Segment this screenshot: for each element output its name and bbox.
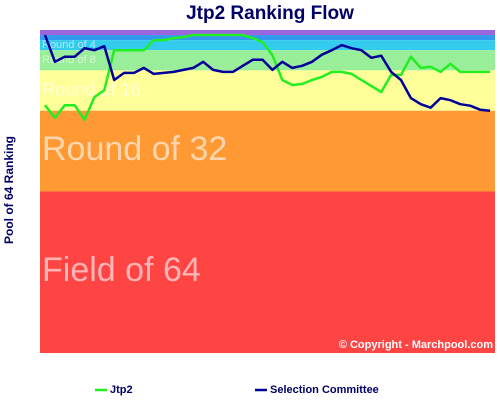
legend: Jtp2 Selection Committee	[95, 384, 379, 396]
series-line	[44, 33, 490, 122]
band-label: Round of 4	[42, 39, 96, 51]
legend-label: Selection Committee	[270, 384, 379, 396]
band	[40, 110, 495, 192]
band	[40, 30, 495, 36]
band-label: Round of 16	[42, 79, 141, 99]
series-line	[43, 34, 491, 113]
y-axis-label: Pool of 64 Ranking	[2, 136, 16, 244]
band	[40, 191, 495, 353]
copyright: © Copyright - Marchpool.com	[339, 339, 493, 351]
band-label: Round of 8	[42, 54, 96, 66]
chart-title: Jtp2 Ranking Flow	[186, 3, 354, 24]
band	[40, 40, 495, 51]
band	[40, 35, 495, 41]
band-label: Field of 64	[42, 251, 201, 289]
band-label: Round of 32	[42, 130, 227, 168]
lines	[43, 33, 491, 122]
legend-label: Jtp2	[110, 384, 133, 396]
